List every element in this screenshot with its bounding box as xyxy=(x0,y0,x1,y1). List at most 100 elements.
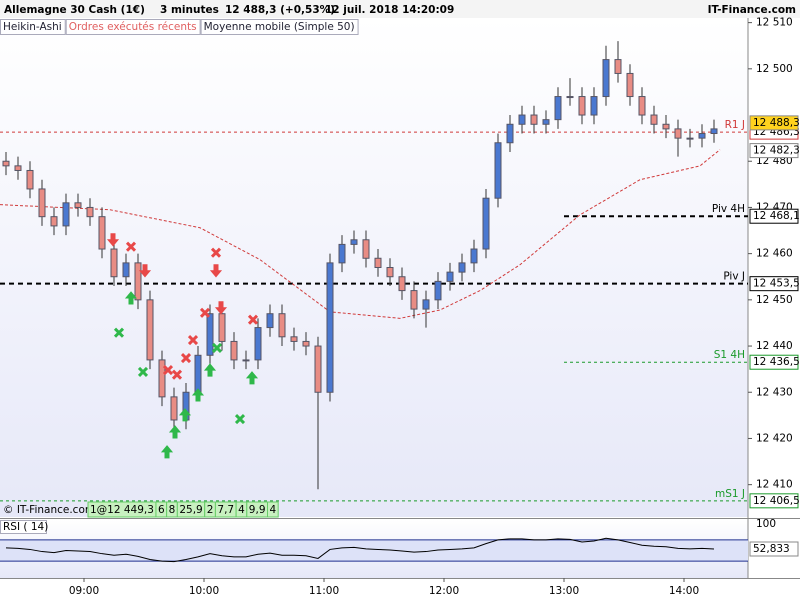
x-tick-label: 13:00 xyxy=(549,585,579,597)
quote: 12 488,3 (+0,53%) xyxy=(225,4,335,16)
candle-body xyxy=(122,262,130,278)
candle-body xyxy=(698,133,706,139)
candle-body xyxy=(254,327,262,361)
y-tick-label: 12 420 xyxy=(756,432,793,444)
candle-body xyxy=(14,165,22,171)
x-tick-label: 09:00 xyxy=(69,585,99,597)
candle-body xyxy=(158,359,166,398)
candle-body xyxy=(686,137,694,140)
order-marker xyxy=(234,413,246,425)
level-name: mS1 J xyxy=(715,488,745,500)
level-box xyxy=(749,493,799,509)
order-marker xyxy=(125,241,137,252)
candle-body xyxy=(290,336,298,342)
rsi-title: RSI ( 14) xyxy=(3,521,48,533)
order-marker xyxy=(138,264,152,278)
tab xyxy=(65,19,201,35)
price-box-label: 12 482,3 xyxy=(753,145,800,157)
order-marker xyxy=(160,445,174,459)
candle-body xyxy=(398,276,406,292)
level-name: Piv J xyxy=(723,271,745,283)
y-tick-label: 12 410 xyxy=(756,479,793,491)
order-marker xyxy=(171,369,183,380)
candle-body xyxy=(590,96,598,116)
order-cell xyxy=(267,501,279,518)
candle-body xyxy=(662,123,670,130)
order-marker xyxy=(180,352,192,364)
y-tick-label: 12 430 xyxy=(756,386,793,398)
order-marker xyxy=(247,314,259,325)
order-text: 7,7 xyxy=(217,504,234,516)
candle-body xyxy=(2,160,10,167)
candle-body xyxy=(242,359,250,362)
order-text: 4 xyxy=(238,504,245,516)
candle-body xyxy=(230,340,238,361)
order-marker xyxy=(106,233,120,247)
candle-body xyxy=(434,280,442,301)
price-box-label: 12 488,3 xyxy=(753,117,800,129)
rsi-value-box xyxy=(749,541,799,557)
order-text: 8 xyxy=(169,504,176,516)
candle-body xyxy=(482,197,490,250)
brand: IT-Finance.com xyxy=(708,4,796,16)
x-tick-label: 10:00 xyxy=(189,585,219,597)
candle-body xyxy=(74,202,82,208)
candle-body xyxy=(506,123,514,144)
x-tick-label: 14:00 xyxy=(669,585,699,597)
candle-body xyxy=(458,262,466,273)
moving-average xyxy=(0,149,721,319)
level-name: R1 J xyxy=(725,119,745,131)
order-marker xyxy=(203,363,217,377)
order-marker xyxy=(187,334,199,346)
candle-body xyxy=(650,114,658,125)
candle-body xyxy=(314,345,322,393)
order-marker xyxy=(137,366,149,377)
candle-body xyxy=(422,299,430,310)
candle-body xyxy=(278,313,286,338)
candle-body xyxy=(518,114,526,125)
level-box xyxy=(749,276,799,292)
order-marker xyxy=(191,388,205,402)
tab xyxy=(0,19,66,35)
order-marker xyxy=(245,371,259,385)
y-tick-label: 12 510 xyxy=(756,17,793,29)
level-box xyxy=(749,354,799,370)
order-text: 6 xyxy=(158,504,165,516)
candle-body xyxy=(578,96,586,116)
candle-body xyxy=(674,128,682,139)
level-box xyxy=(749,208,799,224)
order-text: 9,9 xyxy=(249,504,266,516)
tab xyxy=(200,19,359,35)
y-tick-label: 12 480 xyxy=(756,155,793,167)
candle-body xyxy=(266,313,274,329)
candle-body xyxy=(86,206,94,218)
candle-body xyxy=(50,216,58,227)
candle-body xyxy=(350,239,358,245)
order-text: 2 xyxy=(207,504,214,516)
order-text: 4 xyxy=(270,504,277,516)
candle-body xyxy=(626,72,634,98)
y-tick-label: 12 500 xyxy=(756,63,793,75)
rsi-value: 52,833 xyxy=(753,543,790,555)
level-name: Piv 4H xyxy=(712,203,745,215)
candle-body xyxy=(374,257,382,268)
order-text: 25,9 xyxy=(179,504,202,516)
price-box xyxy=(749,143,799,159)
candle-body xyxy=(326,262,334,393)
level-value: 12 453,5 xyxy=(753,278,800,290)
candle-body xyxy=(494,142,502,199)
order-marker xyxy=(210,247,222,258)
candle-body xyxy=(710,128,718,135)
order-marker xyxy=(209,264,223,278)
y-tick-label: 12 460 xyxy=(756,248,793,260)
order-marker xyxy=(168,425,182,439)
candle-body xyxy=(362,239,370,259)
candle-body xyxy=(206,313,214,356)
period: 3 minutes xyxy=(160,4,219,16)
order-marker xyxy=(162,365,174,376)
y-tick-label: 12 450 xyxy=(756,294,793,306)
datetime: 12 juil. 2018 14:20:09 xyxy=(325,4,454,16)
order-marker xyxy=(124,291,138,305)
rsi-line xyxy=(5,537,715,563)
